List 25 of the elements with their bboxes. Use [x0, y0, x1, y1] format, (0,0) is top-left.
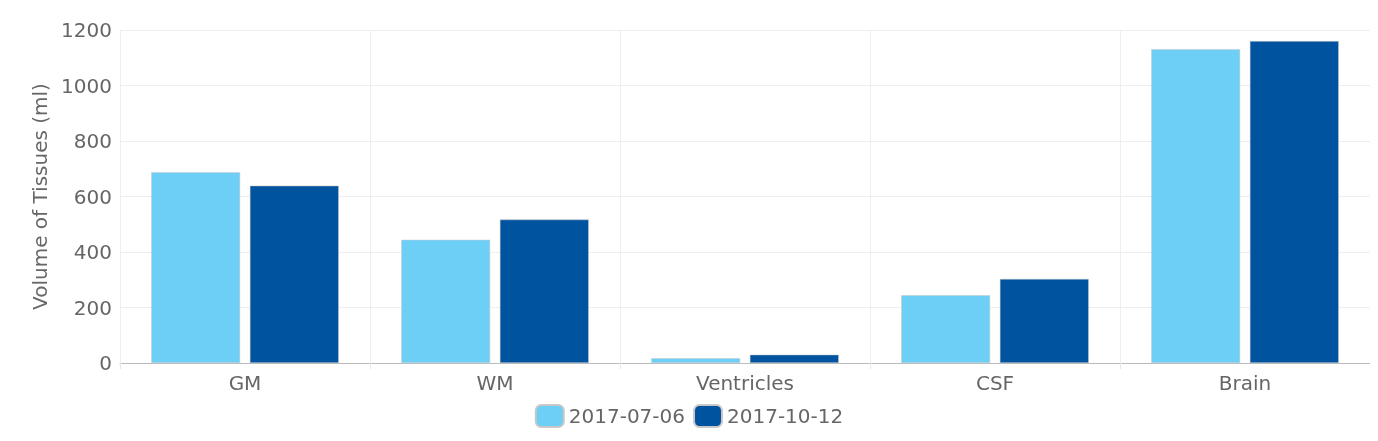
bar: [1151, 49, 1241, 363]
y-tick-label: 400: [73, 240, 112, 264]
bar: [499, 219, 589, 363]
x-tick-label: WM: [476, 371, 514, 395]
legend-label: 2017-10-12: [727, 404, 844, 428]
y-tick-label: 1200: [61, 18, 112, 42]
x-tick-label: GM: [228, 371, 262, 395]
bar: [749, 354, 839, 363]
bar: [999, 278, 1089, 363]
bar: [901, 295, 991, 363]
bar: [401, 239, 491, 363]
y-tick-label: 800: [73, 129, 112, 153]
x-tick-label: CSF: [975, 371, 1015, 395]
y-tick-label: 200: [73, 295, 112, 320]
bar: [1249, 41, 1339, 363]
y-tick-label: 0: [99, 351, 112, 375]
y-tick-label: 1000: [61, 73, 112, 98]
bar: [651, 358, 741, 363]
x-tick-label: Brain: [1218, 371, 1272, 395]
y-tick-label: 600: [73, 184, 112, 209]
y-axis-title: Volume of Tissues (ml): [28, 83, 53, 310]
legend-label: 2017-07-06: [568, 404, 685, 428]
bar: [151, 172, 241, 363]
bar: [249, 185, 339, 363]
x-tick-label: Ventricles: [695, 371, 795, 395]
